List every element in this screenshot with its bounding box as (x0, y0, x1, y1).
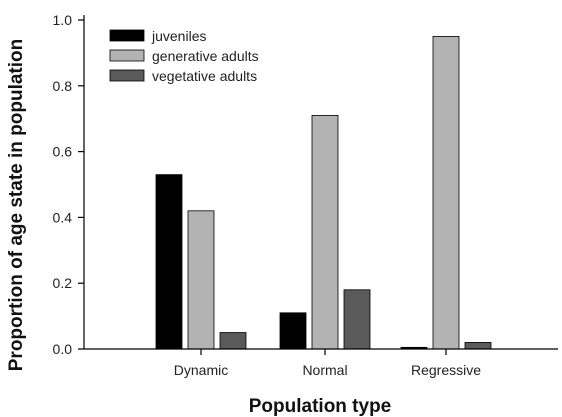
legend: juveniles generative adults vegetative adu… (109, 28, 259, 84)
bar-juveniles-dynamic (155, 174, 183, 350)
bar-vegetative-adults-regressive (464, 342, 492, 350)
x-axis-title: Population type (249, 396, 392, 417)
y-axis-title: Proportion of age state in population (6, 39, 27, 372)
y-tick-label: 0.6 (53, 144, 73, 160)
y-tick-label: 0.4 (53, 209, 73, 225)
legend-label-vegetative-adults: vegetative adults (152, 68, 257, 84)
legend-swatch-juveniles (109, 29, 145, 42)
x-tick-label: Normal (302, 362, 347, 378)
x-tick-label: Dynamic (174, 362, 228, 378)
legend-label-generative-adults: generative adults (152, 48, 259, 64)
y-tick-label: 0.8 (53, 78, 73, 94)
y-tick-label: 0.2 (53, 275, 73, 291)
bars-group (155, 36, 492, 350)
bar-generative-adults-normal (311, 115, 339, 350)
bar-vegetative-adults-normal (343, 289, 371, 350)
legend-swatch-generative-adults (109, 49, 145, 62)
bar-vegetative-adults-dynamic (219, 332, 247, 350)
legend-label-juveniles: juveniles (151, 28, 206, 44)
y-tick-label: 1.0 (53, 12, 73, 28)
x-tick-label: Regressive (411, 362, 481, 378)
bar-generative-adults-dynamic (187, 210, 215, 350)
legend-swatch-vegetative-adults (109, 69, 145, 82)
y-tick-label: 0.0 (53, 341, 73, 357)
bar-generative-adults-regressive (432, 36, 460, 350)
axes-group: 0.0 0.2 0.4 0.6 0.8 1.0 Dynamic Normal Regressiv… (53, 12, 558, 378)
bar-juveniles-normal (279, 312, 307, 350)
